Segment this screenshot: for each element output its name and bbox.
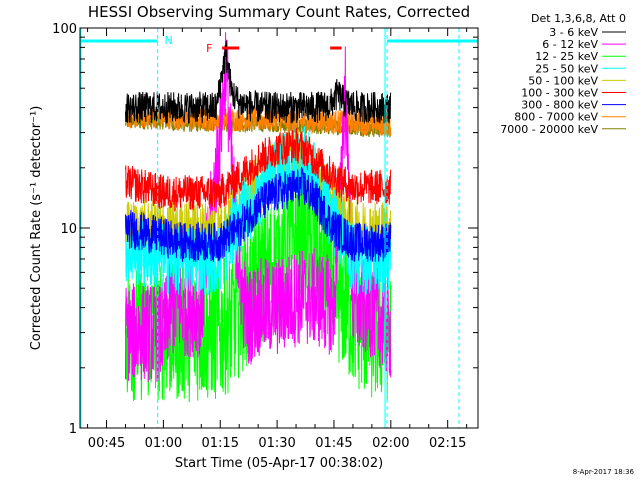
legend-label-100-300-kev: 100 - 300 keV bbox=[521, 87, 598, 100]
legend-title: Det 1,3,6,8, Att 0 bbox=[531, 12, 626, 25]
legend-label-50-100-kev: 50 - 100 keV bbox=[528, 74, 598, 87]
y-tick-label-1: 1 bbox=[69, 422, 77, 437]
y-axis: 1 10 100 bbox=[52, 22, 478, 437]
series-6-12-kev-line bbox=[125, 32, 392, 383]
y-axis-label: Corrected Count Rate (s⁻¹ detector⁻¹) bbox=[29, 106, 44, 351]
x-tick-label-01-30: 01:30 bbox=[258, 436, 295, 451]
plot-area bbox=[125, 32, 392, 403]
flare-marker-label: F bbox=[206, 42, 212, 55]
x-tick-label-01-00: 01:00 bbox=[145, 436, 182, 451]
night-marker-label: N bbox=[164, 34, 172, 47]
legend-label-12-25-kev: 12 - 25 keV bbox=[535, 50, 598, 63]
legend-label-800-7000-kev: 800 - 7000 keV bbox=[514, 111, 598, 124]
x-tick-label-02-00: 02:00 bbox=[372, 436, 409, 451]
legend-label-7000-20000-kev: 7000 - 20000 keV bbox=[500, 123, 598, 136]
legend-label-300-800-kev: 300 - 800 keV bbox=[521, 99, 598, 112]
series-3-6-kev-line bbox=[125, 40, 392, 124]
legend-label-25-50-kev: 25 - 50 keV bbox=[535, 62, 598, 75]
x-tick-label-01-45: 01:45 bbox=[315, 436, 352, 451]
y-tick-label-100: 100 bbox=[52, 22, 77, 37]
x-tick-label-01-15: 01:15 bbox=[202, 436, 239, 451]
x-axis-label: Start Time (05-Apr-17 00:38:02) bbox=[175, 456, 383, 471]
chart-title: HESSI Observing Summary Count Rates, Cor… bbox=[88, 3, 470, 21]
series-100-300-kev-line bbox=[125, 127, 392, 212]
footer-timestamp: 8-Apr-2017 18:36 bbox=[573, 468, 635, 476]
legend-label-3-6-kev: 3 - 6 keV bbox=[549, 26, 598, 39]
y-tick-label-10: 10 bbox=[60, 222, 77, 237]
series-300-800-kev-line bbox=[125, 166, 392, 263]
legend-label-6-12-kev: 6 - 12 keV bbox=[542, 38, 598, 51]
series-12-25-kev-line bbox=[125, 159, 392, 403]
x-axis: 00:45 01:00 01:15 01:30 01:45 02:00 02:15 bbox=[87, 28, 468, 451]
x-tick-label-00-45: 00:45 bbox=[88, 436, 125, 451]
x-tick-label-02-15: 02:15 bbox=[429, 436, 466, 451]
